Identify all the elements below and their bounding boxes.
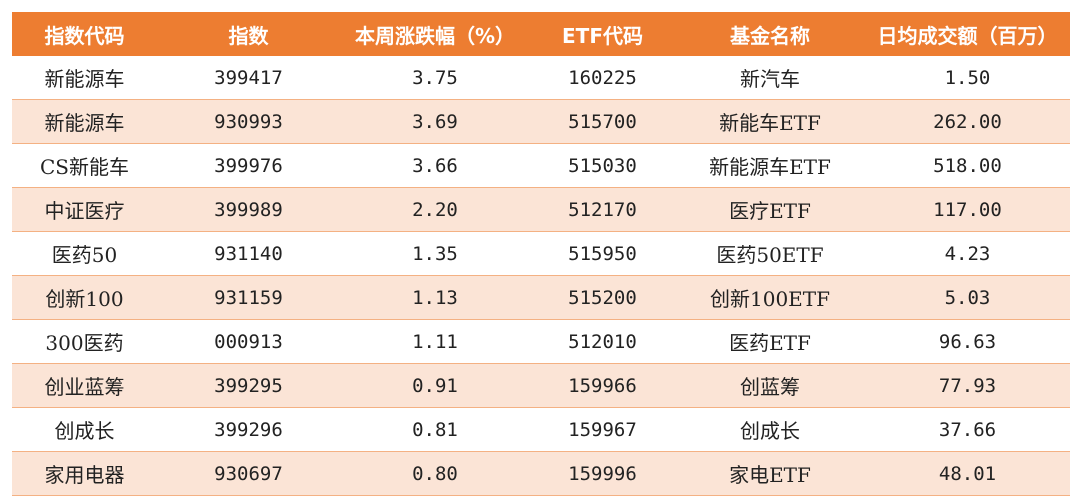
cell-index-name: CS新能车 xyxy=(12,143,157,188)
cell-index-code: 399976 xyxy=(157,143,340,188)
etf-weekly-table-container: 指数代码 指数 本周涨跌幅（%） ETF代码 基金名称 日均成交额（百万） 新能… xyxy=(12,12,1070,496)
header-daily-turnover: 日均成交额（百万） xyxy=(865,12,1070,56)
cell-index-code: 399417 xyxy=(157,56,340,100)
cell-index-code: 399989 xyxy=(157,187,340,232)
cell-weekly-change: 1.13 xyxy=(340,275,530,320)
cell-weekly-change: 1.35 xyxy=(340,231,530,276)
cell-index-code: 930993 xyxy=(157,99,340,144)
table-row: 新能源车 399417 3.75 160225 新汽车 1.50 xyxy=(12,56,1070,100)
cell-index-name: 家用电器 xyxy=(12,451,157,496)
cell-fund-name: 医疗ETF xyxy=(675,187,865,232)
table-row: CS新能车 399976 3.66 515030 新能源车ETF 518.00 xyxy=(12,143,1070,188)
cell-weekly-change: 2.20 xyxy=(340,187,530,232)
header-etf-code: ETF代码 xyxy=(530,12,675,56)
table-row: 300医药 000913 1.11 512010 医药ETF 96.63 xyxy=(12,319,1070,364)
cell-weekly-change: 1.11 xyxy=(340,319,530,364)
cell-index-name: 创新100 xyxy=(12,275,157,320)
cell-weekly-change: 0.81 xyxy=(340,407,530,452)
table-row: 家用电器 930697 0.80 159996 家电ETF 48.01 xyxy=(12,451,1070,496)
header-index-name: 指数代码 xyxy=(12,12,157,56)
cell-etf-code: 515030 xyxy=(530,143,675,188)
cell-index-name: 创成长 xyxy=(12,407,157,452)
cell-daily-turnover: 117.00 xyxy=(865,187,1070,232)
cell-daily-turnover: 48.01 xyxy=(865,451,1070,496)
cell-fund-name: 创蓝筹 xyxy=(675,363,865,408)
table-header: 指数代码 指数 本周涨跌幅（%） ETF代码 基金名称 日均成交额（百万） xyxy=(12,12,1070,56)
cell-index-name: 创业蓝筹 xyxy=(12,363,157,408)
cell-fund-name: 家电ETF xyxy=(675,451,865,496)
table-row: 创成长 399296 0.81 159967 创成长 37.66 xyxy=(12,407,1070,452)
cell-index-name: 医药50 xyxy=(12,231,157,276)
cell-daily-turnover: 4.23 xyxy=(865,231,1070,276)
header-fund-name: 基金名称 xyxy=(675,12,865,56)
header-row: 指数代码 指数 本周涨跌幅（%） ETF代码 基金名称 日均成交额（百万） xyxy=(12,12,1070,56)
cell-daily-turnover: 77.93 xyxy=(865,363,1070,408)
cell-weekly-change: 0.91 xyxy=(340,363,530,408)
cell-weekly-change: 3.75 xyxy=(340,56,530,100)
table-row: 创新100 931159 1.13 515200 创新100ETF 5.03 xyxy=(12,275,1070,320)
cell-fund-name: 创成长 xyxy=(675,407,865,452)
cell-daily-turnover: 5.03 xyxy=(865,275,1070,320)
cell-weekly-change: 0.80 xyxy=(340,451,530,496)
cell-fund-name: 医药ETF xyxy=(675,319,865,364)
cell-daily-turnover: 37.66 xyxy=(865,407,1070,452)
cell-etf-code: 515950 xyxy=(530,231,675,276)
cell-index-code: 931140 xyxy=(157,231,340,276)
cell-etf-code: 159996 xyxy=(530,451,675,496)
table-row: 创业蓝筹 399295 0.91 159966 创蓝筹 77.93 xyxy=(12,363,1070,408)
cell-fund-name: 创新100ETF xyxy=(675,275,865,320)
cell-weekly-change: 3.69 xyxy=(340,99,530,144)
cell-index-name: 300医药 xyxy=(12,319,157,364)
cell-index-code: 931159 xyxy=(157,275,340,320)
cell-index-name: 新能源车 xyxy=(12,56,157,100)
cell-etf-code: 512010 xyxy=(530,319,675,364)
cell-daily-turnover: 262.00 xyxy=(865,99,1070,144)
table-row: 中证医疗 399989 2.20 512170 医疗ETF 117.00 xyxy=(12,187,1070,232)
cell-index-name: 新能源车 xyxy=(12,99,157,144)
cell-fund-name: 医药50ETF xyxy=(675,231,865,276)
cell-fund-name: 新能车ETF xyxy=(675,99,865,144)
cell-index-code: 399296 xyxy=(157,407,340,452)
table-row: 医药50 931140 1.35 515950 医药50ETF 4.23 xyxy=(12,231,1070,276)
cell-index-name: 中证医疗 xyxy=(12,187,157,232)
header-index-code: 指数 xyxy=(157,12,340,56)
cell-etf-code: 515200 xyxy=(530,275,675,320)
table-row: 新能源车 930993 3.69 515700 新能车ETF 262.00 xyxy=(12,99,1070,144)
cell-index-code: 399295 xyxy=(157,363,340,408)
cell-etf-code: 512170 xyxy=(530,187,675,232)
cell-etf-code: 515700 xyxy=(530,99,675,144)
cell-fund-name: 新能源车ETF xyxy=(675,143,865,188)
cell-etf-code: 159966 xyxy=(530,363,675,408)
cell-fund-name: 新汽车 xyxy=(675,56,865,100)
cell-index-code: 930697 xyxy=(157,451,340,496)
table-body: 新能源车 399417 3.75 160225 新汽车 1.50 新能源车 93… xyxy=(12,56,1070,496)
header-weekly-change: 本周涨跌幅（%） xyxy=(340,12,530,56)
etf-weekly-table: 指数代码 指数 本周涨跌幅（%） ETF代码 基金名称 日均成交额（百万） 新能… xyxy=(12,12,1070,496)
cell-daily-turnover: 1.50 xyxy=(865,56,1070,100)
cell-daily-turnover: 518.00 xyxy=(865,143,1070,188)
cell-weekly-change: 3.66 xyxy=(340,143,530,188)
cell-index-code: 000913 xyxy=(157,319,340,364)
cell-etf-code: 159967 xyxy=(530,407,675,452)
cell-etf-code: 160225 xyxy=(530,56,675,100)
cell-daily-turnover: 96.63 xyxy=(865,319,1070,364)
